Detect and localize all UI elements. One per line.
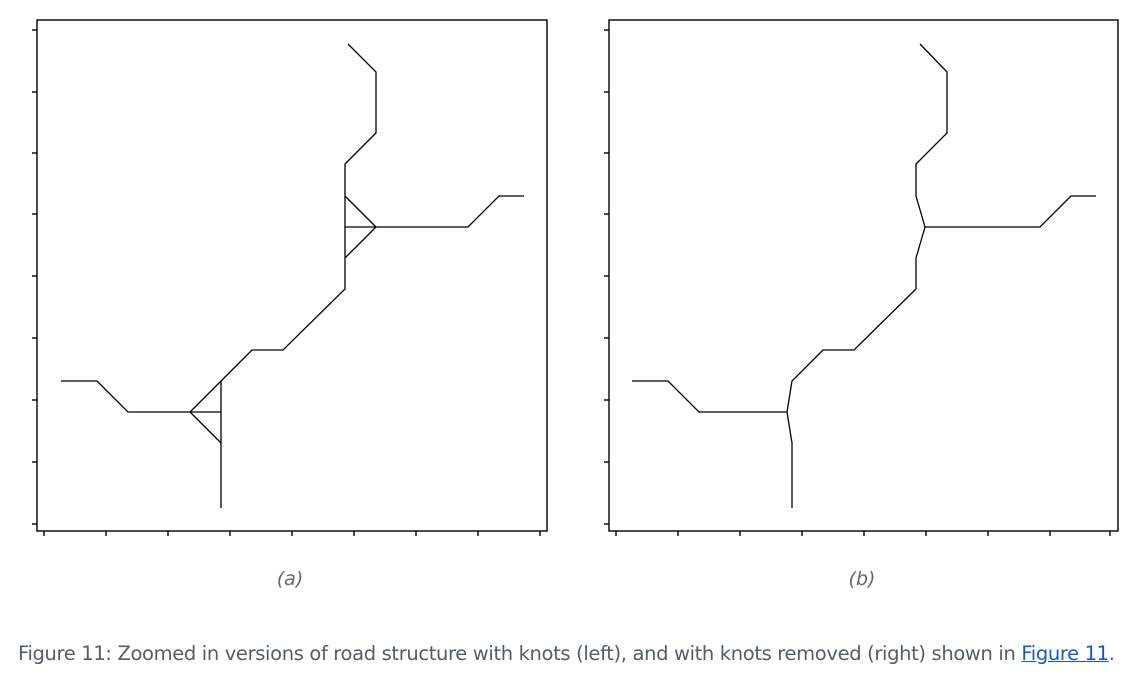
lower-knot xyxy=(189,380,222,444)
panel-a-y-ticks xyxy=(32,29,37,525)
road-diagonal-mid xyxy=(786,226,926,413)
figure-reference-link[interactable]: Figure 11 xyxy=(1021,642,1109,665)
road-north-branch xyxy=(915,43,948,228)
subfigure-label-a: (a) xyxy=(276,568,304,590)
panel-a-roads xyxy=(61,43,524,508)
upper-knot xyxy=(344,195,377,259)
panel-b-x-ticks xyxy=(615,531,1111,536)
figure-caption: Figure 11: Zoomed in versions of road st… xyxy=(18,640,1115,668)
road-north-branch xyxy=(344,43,377,196)
panel-b-roads xyxy=(632,43,1096,508)
road-east-branch xyxy=(376,195,524,228)
road-diagonal-mid xyxy=(220,258,346,382)
caption-text: Figure 11: Zoomed in versions of road st… xyxy=(18,642,1022,665)
panel-a-x-ticks xyxy=(43,531,541,536)
road-east-branch xyxy=(925,195,1096,228)
figure-11 xyxy=(32,19,1119,536)
road-south-branch xyxy=(786,411,793,508)
road-west-branch xyxy=(632,380,787,413)
road-west-branch xyxy=(61,380,190,413)
panel-a-plot xyxy=(32,19,548,536)
panel-b-plot xyxy=(604,19,1119,536)
panel-a-frame xyxy=(36,19,548,532)
caption-suffix: . xyxy=(1108,642,1115,665)
panel-b-y-ticks xyxy=(604,29,609,525)
subfigure-label-b: (b) xyxy=(848,568,876,590)
panel-b-frame xyxy=(608,19,1119,532)
